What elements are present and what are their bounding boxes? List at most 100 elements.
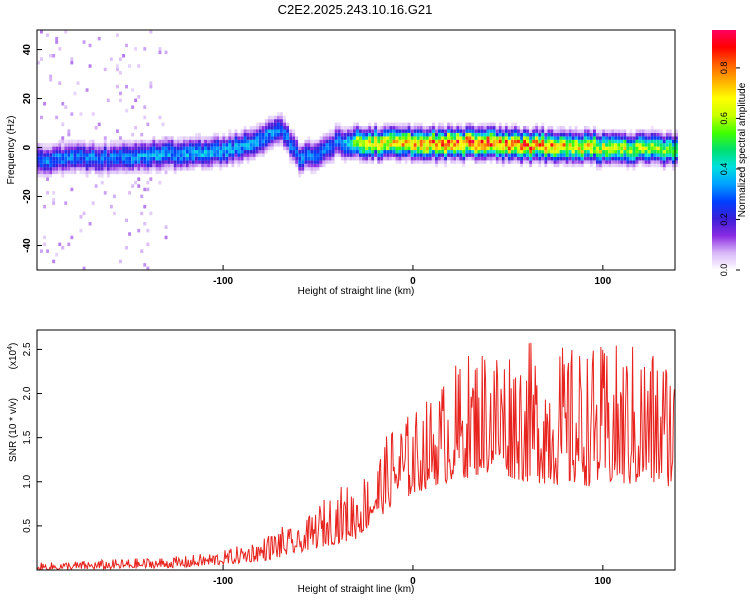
heatmap-cell xyxy=(140,160,144,164)
heatmap-cell xyxy=(462,150,466,154)
heatmap-cell xyxy=(404,122,408,127)
heatmap-cell xyxy=(277,122,280,127)
heatmap-cell xyxy=(149,81,153,85)
heatmap-cell xyxy=(480,132,484,137)
heatmap-cell xyxy=(565,146,569,151)
heatmap-cell xyxy=(128,150,131,154)
heatmap-cell xyxy=(432,126,435,130)
snr-x-tick-label: 0 xyxy=(410,576,416,587)
heatmap-cell xyxy=(580,156,584,161)
heatmap-cell xyxy=(231,146,235,151)
heatmap-cell xyxy=(128,167,131,171)
heatmap-cell xyxy=(173,150,177,154)
heatmap-cell xyxy=(544,143,548,147)
heatmap-cell xyxy=(480,153,484,157)
heatmap-cell xyxy=(43,150,46,154)
heatmap-cell xyxy=(292,160,296,164)
heatmap-cell xyxy=(617,136,621,140)
heatmap-cell xyxy=(143,160,147,164)
heatmap-cell xyxy=(67,156,71,161)
heatmap-cell xyxy=(362,136,365,140)
heatmap-cell xyxy=(583,129,587,133)
heatmap-cell xyxy=(258,126,262,130)
heatmap-cell xyxy=(119,170,122,175)
heatmap-cell xyxy=(198,153,201,157)
heatmap-cell xyxy=(67,150,71,154)
heatmap-cell xyxy=(267,146,271,151)
heatmap-cell xyxy=(656,136,660,140)
heatmap-cell xyxy=(325,136,329,140)
heatmap-cell xyxy=(149,177,153,181)
heatmap-cell xyxy=(143,167,147,171)
heatmap-cell xyxy=(167,153,171,157)
heatmap-cell xyxy=(556,153,560,157)
heatmap-cell xyxy=(100,150,104,154)
heatmap-cell xyxy=(40,150,43,154)
heatmap-cell xyxy=(237,150,241,154)
heatmap-cell xyxy=(407,156,411,161)
heatmap-cell xyxy=(292,139,296,144)
snr-scale-suffix: ) xyxy=(8,343,19,346)
heatmap-cell xyxy=(128,139,131,144)
heatmap-cell xyxy=(577,156,581,161)
heatmap-cell xyxy=(246,136,250,140)
heatmap-cell xyxy=(553,163,557,168)
heatmap-cell xyxy=(343,143,347,147)
heatmap-cell xyxy=(185,153,189,157)
heatmap-cell xyxy=(149,160,153,164)
heatmap-cell xyxy=(374,146,378,151)
heatmap-cell xyxy=(662,160,666,164)
heatmap-cell xyxy=(270,136,274,140)
heatmap-cell xyxy=(541,139,545,144)
heatmap-cell xyxy=(656,156,660,161)
heatmap-cell xyxy=(659,139,663,144)
heatmap-cell xyxy=(43,235,46,240)
heatmap-cell xyxy=(219,167,223,171)
heatmap-cell xyxy=(632,136,636,140)
heatmap-cell xyxy=(213,143,217,147)
heatmap-cell xyxy=(565,150,569,154)
heatmap-cell xyxy=(328,136,332,140)
heatmap-cell xyxy=(644,136,648,140)
heatmap-cell xyxy=(602,146,605,151)
heatmap-cell xyxy=(432,143,435,147)
heatmap-cell xyxy=(213,146,217,151)
heatmap-cell xyxy=(489,129,493,133)
heatmap-cell xyxy=(337,150,341,154)
heatmap-cell xyxy=(295,156,299,161)
heatmap-cell xyxy=(73,146,77,151)
heatmap-cell xyxy=(43,242,46,247)
heatmap-cell xyxy=(146,163,150,168)
heatmap-cell xyxy=(383,153,387,157)
heatmap-cell xyxy=(668,136,672,140)
heatmap-cell xyxy=(501,132,505,137)
heatmap-y-tick-label: -20 xyxy=(22,189,33,204)
heatmap-cell xyxy=(301,143,305,147)
heatmap-cell xyxy=(593,129,596,133)
heatmap-cell xyxy=(191,156,195,161)
heatmap-cell xyxy=(94,156,98,161)
heatmap-cell xyxy=(410,143,414,147)
heatmap-cell xyxy=(116,150,119,154)
heatmap-cell xyxy=(116,143,119,147)
heatmap-cell xyxy=(103,146,107,151)
heatmap-cell xyxy=(371,132,375,137)
heatmap-cell xyxy=(556,129,560,133)
heatmap-cell xyxy=(301,146,305,151)
heatmap-cell xyxy=(404,126,408,130)
heatmap-cell xyxy=(249,132,253,137)
heatmap-cell xyxy=(586,160,590,164)
heatmap-cell xyxy=(574,153,578,157)
heatmap-cell xyxy=(298,153,302,157)
heatmap-cell xyxy=(368,153,372,157)
heatmap-cell xyxy=(325,146,329,151)
heatmap-cell xyxy=(504,143,508,147)
heatmap-cell xyxy=(571,163,575,168)
heatmap-cell xyxy=(161,156,165,161)
heatmap-cell xyxy=(550,146,554,151)
heatmap-cell xyxy=(371,153,375,157)
heatmap-cell xyxy=(313,160,317,164)
heatmap-cell xyxy=(377,156,381,161)
heatmap-cell xyxy=(280,143,283,147)
